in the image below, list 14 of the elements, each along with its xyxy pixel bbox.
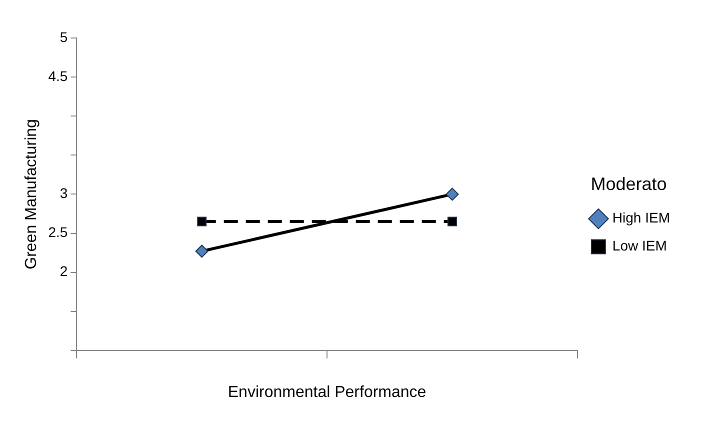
y-tick-label: 2.5 xyxy=(48,224,68,240)
y-tick-label: 5 xyxy=(60,28,68,45)
y-tick-label: 2 xyxy=(60,263,68,280)
y-tick-label: 4.5 xyxy=(48,68,68,84)
y-tick-label: 3 xyxy=(60,185,68,202)
point xyxy=(447,216,457,226)
y-axis-title: Green Manufacturing xyxy=(23,119,40,270)
point xyxy=(446,188,459,201)
legend-title: Moderato xyxy=(590,174,667,194)
point xyxy=(197,216,207,226)
x-axis-title: Environmental Performance xyxy=(228,384,426,401)
legend-label: Low IEM xyxy=(612,238,667,254)
point xyxy=(195,244,208,258)
legend-label: High IEM xyxy=(612,210,670,226)
